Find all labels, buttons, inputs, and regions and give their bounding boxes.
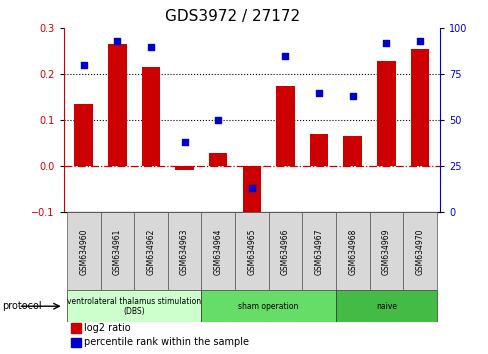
Point xyxy=(180,139,188,145)
Text: GSM634961: GSM634961 xyxy=(113,228,122,275)
Point xyxy=(315,90,323,96)
Bar xyxy=(108,45,126,166)
Text: GSM634960: GSM634960 xyxy=(79,228,88,275)
Bar xyxy=(74,104,93,166)
Bar xyxy=(201,290,335,322)
Text: GSM634970: GSM634970 xyxy=(415,228,424,275)
Bar xyxy=(134,212,167,290)
Bar xyxy=(402,212,436,290)
Bar xyxy=(67,290,201,322)
Text: naive: naive xyxy=(375,302,396,311)
Text: GSM634968: GSM634968 xyxy=(347,228,356,275)
Point xyxy=(415,38,423,44)
Text: log2 ratio: log2 ratio xyxy=(84,323,131,333)
Text: GSM634969: GSM634969 xyxy=(381,228,390,275)
Bar xyxy=(376,61,395,166)
Text: GSM634967: GSM634967 xyxy=(314,228,323,275)
Text: percentile rank within the sample: percentile rank within the sample xyxy=(84,337,249,348)
Bar xyxy=(208,153,227,166)
Bar xyxy=(309,134,327,166)
Bar xyxy=(201,212,235,290)
Bar xyxy=(71,338,81,347)
Bar xyxy=(167,212,201,290)
Point xyxy=(281,53,289,59)
Bar xyxy=(235,212,268,290)
Point xyxy=(214,118,222,123)
Point xyxy=(80,62,87,68)
Text: GSM634966: GSM634966 xyxy=(281,228,289,275)
Point xyxy=(247,185,255,191)
Bar xyxy=(142,68,160,166)
Bar xyxy=(410,49,428,166)
Text: GSM634963: GSM634963 xyxy=(180,228,189,275)
Point xyxy=(348,93,356,99)
Bar xyxy=(101,212,134,290)
Bar xyxy=(335,290,436,322)
Point xyxy=(382,40,389,46)
Text: protocol: protocol xyxy=(2,301,42,311)
Text: GSM634964: GSM634964 xyxy=(213,228,222,275)
Bar xyxy=(343,137,361,166)
Bar xyxy=(71,324,81,333)
Text: GSM634965: GSM634965 xyxy=(247,228,256,275)
Text: ventrolateral thalamus stimulation
(DBS): ventrolateral thalamus stimulation (DBS) xyxy=(67,297,201,316)
Text: GSM634962: GSM634962 xyxy=(146,228,155,275)
Bar xyxy=(335,212,369,290)
Point xyxy=(113,38,121,44)
Bar xyxy=(276,86,294,166)
Bar xyxy=(268,212,302,290)
Bar xyxy=(175,166,193,170)
Bar xyxy=(242,166,261,219)
Bar xyxy=(67,212,101,290)
Bar xyxy=(302,212,335,290)
Title: GDS3972 / 27172: GDS3972 / 27172 xyxy=(165,9,300,24)
Point xyxy=(147,44,155,50)
Text: sham operation: sham operation xyxy=(238,302,298,311)
Bar xyxy=(369,212,402,290)
